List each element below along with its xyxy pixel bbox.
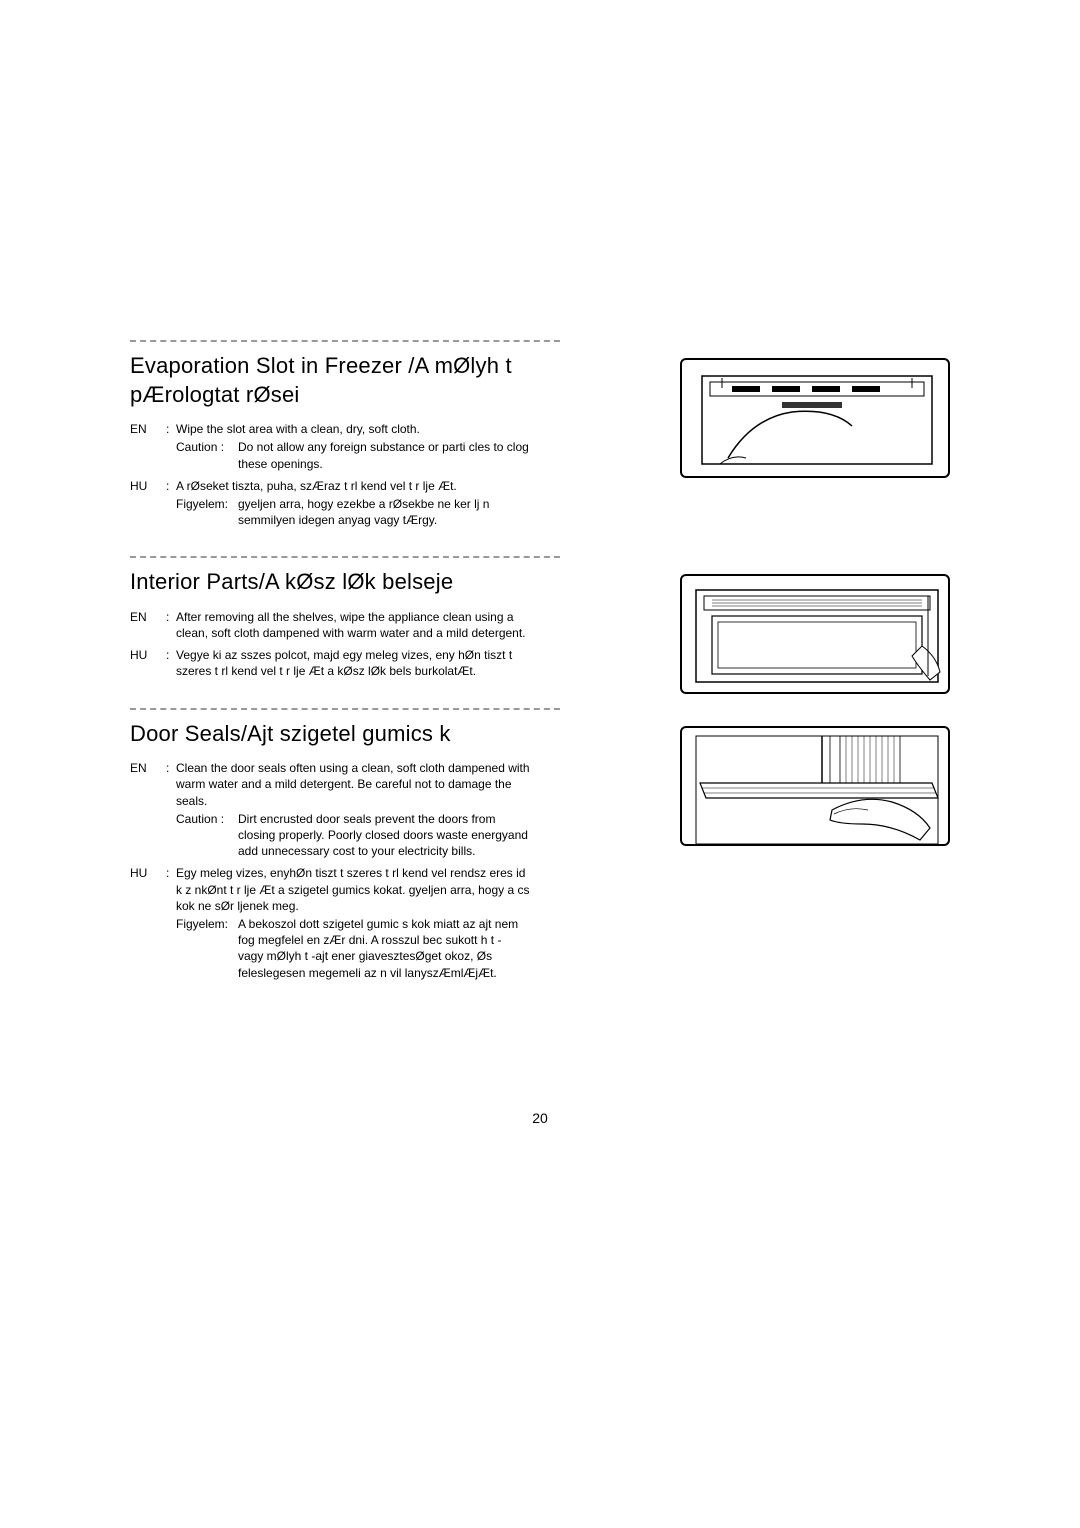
lang-label: EN [130,421,166,472]
text-main: A rØseket tiszta, puha, szÆraz t rl kend… [176,479,457,493]
caution-row: Caution : Do not allow any foreign subst… [176,439,530,471]
colon: : [166,865,176,980]
divider [130,340,560,342]
section-title: Evaporation Slot in Freezer /A mØlyh t p… [130,352,530,409]
colon: : [166,478,176,529]
section-title: Interior Parts/A kØsz lØk belseje [130,568,530,597]
entry-text: After removing all the shelves, wipe the… [176,609,530,641]
section-evaporation-slot: Evaporation Slot in Freezer /A mØlyh t p… [130,340,950,528]
text-main: Wipe the slot area with a clean, dry, so… [176,422,420,436]
caution-label: Caution : [176,439,238,471]
divider [130,556,560,558]
illustration-door-seals [680,726,950,846]
lang-label: HU [130,865,166,980]
entry-en: EN : Clean the door seals often using a … [130,760,530,859]
illustration-evaporation-slot [680,358,950,478]
colon: : [166,609,176,641]
section-door-seals: Door Seals/Ajt szigetel gumics k EN : Cl… [130,708,950,981]
caution-row: Figyelem: A bekoszol dott szigetel gumic… [176,916,530,981]
entry-text: Egy meleg vizes, enyhØn tiszt t szeres t… [176,865,530,980]
caution-body: gyeljen arra, hogy ezekbe a rØsekbe ne k… [238,496,530,528]
caution-label: Figyelem: [176,496,238,528]
entry-text: Wipe the slot area with a clean, dry, so… [176,421,530,472]
lang-label: HU [130,647,166,679]
entry-text: Clean the door seals often using a clean… [176,760,530,859]
entry-text: Vegye ki az sszes polcot, majd egy meleg… [176,647,530,679]
colon: : [166,647,176,679]
section-title: Door Seals/Ajt szigetel gumics k [130,720,530,749]
caution-body: Dirt encrusted door seals prevent the do… [238,811,530,860]
caution-label: Figyelem: [176,916,238,981]
entry-text: A rØseket tiszta, puha, szÆraz t rl kend… [176,478,530,529]
entry-hu: HU : Egy meleg vizes, enyhØn tiszt t sze… [130,865,530,980]
colon: : [166,421,176,472]
entry-hu: HU : A rØseket tiszta, puha, szÆraz t rl… [130,478,530,529]
text-main: Egy meleg vizes, enyhØn tiszt t szeres t… [176,866,529,912]
caution-body: Do not allow any foreign substance or pa… [238,439,530,471]
illustration-interior-parts [680,574,950,694]
page-number: 20 [0,1110,1080,1126]
lang-label: EN [130,609,166,641]
caution-body: A bekoszol dott szigetel gumic s kok mia… [238,916,530,981]
page-content: Evaporation Slot in Freezer /A mØlyh t p… [130,340,950,1009]
entry-en: EN : After removing all the shelves, wip… [130,609,530,641]
divider [130,708,560,710]
section-interior-parts: Interior Parts/A kØsz lØk belseje EN : A… [130,556,950,679]
caution-label: Caution : [176,811,238,860]
caution-row: Caution : Dirt encrusted door seals prev… [176,811,530,860]
lang-label: HU [130,478,166,529]
entry-en: EN : Wipe the slot area with a clean, dr… [130,421,530,472]
text-main: Clean the door seals often using a clean… [176,761,530,807]
entry-hu: HU : Vegye ki az sszes polcot, majd egy … [130,647,530,679]
lang-label: EN [130,760,166,859]
colon: : [166,760,176,859]
caution-row: Figyelem: gyeljen arra, hogy ezekbe a rØ… [176,496,530,528]
